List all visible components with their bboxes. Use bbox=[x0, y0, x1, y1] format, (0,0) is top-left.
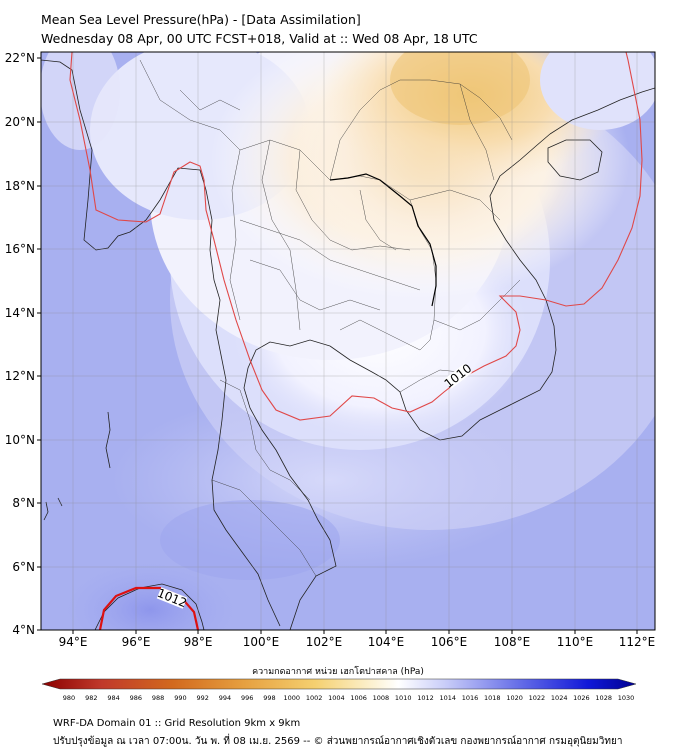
colorbar-tick-label: 1028 bbox=[595, 694, 612, 702]
colorbar-tick-label: 988 bbox=[152, 694, 164, 702]
pressure-field bbox=[41, 52, 655, 630]
colorbar-tick-label: 1018 bbox=[484, 694, 501, 702]
colorbar-tick-label: 992 bbox=[196, 694, 208, 702]
colorbar-tick-label: 1024 bbox=[551, 694, 568, 702]
lon-label: 110°E bbox=[557, 635, 594, 649]
lat-label: 14°N bbox=[5, 306, 35, 320]
lat-label: 4°N bbox=[12, 623, 35, 637]
lon-label: 104°E bbox=[368, 635, 405, 649]
axis-ticks bbox=[37, 57, 638, 634]
colorbar-tick-label: 1014 bbox=[440, 694, 457, 702]
colorbar-tick-label: 1010 bbox=[395, 694, 412, 702]
lon-label: 112°E bbox=[619, 635, 656, 649]
lon-label: 96°E bbox=[122, 635, 151, 649]
footer-credit: ปรับปรุงข้อมูล ณ เวลา 07:00น. วัน พ. ที่… bbox=[53, 736, 623, 747]
colorbar-tick-label: 984 bbox=[107, 694, 119, 702]
lat-label: 22°N bbox=[5, 51, 35, 65]
isobar-1012 bbox=[98, 586, 200, 630]
colorbar: 980 982 984 986 988 990 992 994 996 998 1000 1002 10… bbox=[41, 678, 637, 702]
longitude-labels: 94°E 96°E 98°E 100°E 102°E 104°E 106°E 1… bbox=[59, 635, 656, 649]
colorbar-tick-label: 1020 bbox=[506, 694, 523, 702]
map-title: Mean Sea Level Pressure(hPa) - [Data Ass… bbox=[41, 12, 361, 27]
colorbar-tick-label: 980 bbox=[63, 694, 75, 702]
lon-label: 98°E bbox=[184, 635, 213, 649]
colorbar-tick-label: 1000 bbox=[284, 694, 301, 702]
graticule bbox=[41, 52, 655, 630]
footer-model-info: WRF-DA Domain 01 :: Grid Resolution 9km … bbox=[53, 718, 301, 729]
latitude-labels: 22°N 20°N 18°N 16°N 14°N 12°N 10°N 8°N 6… bbox=[5, 51, 35, 637]
map-subtitle: Wednesday 08 Apr, 00 UTC FCST+018, Valid… bbox=[41, 31, 478, 46]
lat-label: 16°N bbox=[5, 242, 35, 256]
colorbar-tick-label: 994 bbox=[219, 694, 231, 702]
lon-label: 106°E bbox=[431, 635, 468, 649]
map-frame bbox=[40, 51, 656, 631]
colorbar-tick-label: 1004 bbox=[328, 694, 345, 702]
colorbar-tick-label: 990 bbox=[174, 694, 186, 702]
lat-label: 12°N bbox=[5, 369, 35, 383]
colorbar-gradient bbox=[41, 678, 637, 690]
colorbar-tick-label: 996 bbox=[241, 694, 253, 702]
colorbar-tick-label: 998 bbox=[263, 694, 275, 702]
lat-label: 20°N bbox=[5, 115, 35, 129]
lon-label: 94°E bbox=[59, 635, 88, 649]
lat-label: 10°N bbox=[5, 433, 35, 447]
colorbar-tick-label: 982 bbox=[85, 694, 97, 702]
mekong-border bbox=[329, 173, 437, 307]
lon-label: 108°E bbox=[494, 635, 531, 649]
colorbar-tick-label: 1030 bbox=[618, 694, 635, 702]
isobar-1010 bbox=[69, 52, 643, 421]
colorbar-tick-label: 986 bbox=[130, 694, 142, 702]
colorbar-tick-label: 1022 bbox=[529, 694, 546, 702]
lon-label: 100°E bbox=[243, 635, 280, 649]
admin-borders bbox=[139, 59, 521, 577]
lon-label: 102°E bbox=[306, 635, 343, 649]
lat-label: 18°N bbox=[5, 179, 35, 193]
colorbar-tick-label: 1012 bbox=[417, 694, 434, 702]
colorbar-tick-label: 1002 bbox=[306, 694, 323, 702]
lat-label: 6°N bbox=[12, 560, 35, 574]
colorbar-tick-label: 1016 bbox=[462, 694, 479, 702]
colorbar-title: ความกดอากาศ หน่วย เฮกโตปาสคาล (hPa) bbox=[252, 667, 424, 677]
colorbar-tick-label: 1026 bbox=[573, 694, 590, 702]
colorbar-tick-label: 1008 bbox=[373, 694, 390, 702]
colorbar-ticks: 980 982 984 986 988 990 992 994 996 998 1000 1002 10… bbox=[63, 694, 634, 702]
lat-label: 8°N bbox=[12, 496, 35, 510]
colorbar-tick-label: 1006 bbox=[350, 694, 367, 702]
